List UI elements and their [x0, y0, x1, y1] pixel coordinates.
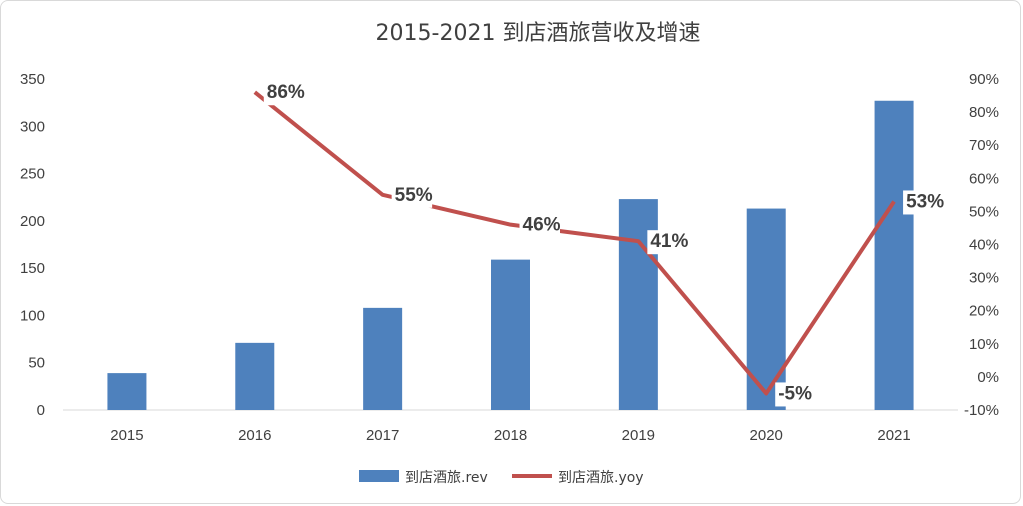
data-label-bg — [519, 213, 560, 238]
chart-title: 2015-2021 到店酒旅营收及增速 — [376, 21, 701, 46]
bar-2016 — [235, 342, 275, 410]
data-label-bg — [391, 183, 433, 208]
data-label-2021: 53% — [906, 191, 944, 212]
left-tick-label: 0 — [37, 402, 45, 419]
x-tick-label: 2018 — [494, 427, 527, 444]
left-tick-label: 50 — [28, 355, 45, 372]
data-label-bg — [775, 382, 816, 407]
data-label-2017: 55% — [395, 185, 433, 206]
bar-2021 — [874, 100, 914, 410]
right-tick-label: 20% — [969, 303, 999, 320]
bar-2015 — [107, 373, 147, 410]
legend-label-rev: 到店酒旅.rev — [405, 470, 488, 486]
right-tick-label: 90% — [969, 71, 999, 88]
x-tick-label: 2015 — [110, 427, 143, 444]
data-label-bg — [263, 81, 305, 106]
legend: 到店酒旅.rev 到店酒旅.yoy — [359, 470, 644, 486]
legend-label-yoy: 到店酒旅.yoy — [558, 470, 644, 486]
data-label-bg — [903, 190, 944, 215]
legend-swatch-rev — [359, 470, 399, 482]
x-tick-label: 2017 — [366, 427, 399, 444]
bar-2017 — [363, 307, 403, 410]
left-tick-label: 350 — [20, 71, 45, 88]
right-tick-label: 50% — [969, 203, 999, 220]
right-tick-label: 70% — [969, 137, 999, 154]
left-tick-label: 250 — [20, 166, 45, 183]
right-tick-label: -10% — [964, 402, 999, 419]
x-tick-label: 2016 — [238, 427, 271, 444]
line-series: 86% 55% 46% 41% -5% 53% — [253, 81, 944, 407]
left-tick-label: 100 — [20, 307, 45, 324]
right-tick-label: 60% — [969, 170, 999, 187]
bar-2018 — [491, 259, 530, 410]
data-label-2016: 86% — [267, 82, 305, 103]
left-tick-label: 200 — [20, 213, 45, 230]
right-tick-label: 10% — [969, 336, 999, 353]
x-tick-label: 2021 — [877, 427, 910, 444]
right-tick-label: 0% — [977, 369, 999, 386]
left-tick-label: 150 — [20, 260, 45, 277]
left-tick-label: 300 — [20, 118, 45, 135]
data-label-2018: 46% — [523, 215, 561, 236]
right-axis: -10% 0% 10% 20% 30% 40% 50% 60% 70% 80% 90% — [964, 71, 999, 419]
x-tick-label: 2019 — [622, 427, 655, 444]
right-tick-label: 80% — [969, 104, 999, 121]
data-label-2019: 41% — [650, 231, 688, 252]
bar-series — [107, 100, 914, 410]
left-axis: 0 50 100 150 200 250 300 350 — [20, 71, 45, 419]
x-tick-label: 2020 — [750, 427, 783, 444]
right-tick-label: 30% — [969, 270, 999, 287]
right-tick-label: 40% — [969, 237, 999, 254]
x-axis: 2015 2016 2017 2018 2019 2020 2021 — [110, 427, 911, 444]
data-label-bg — [647, 230, 688, 255]
yoy-line — [253, 90, 896, 396]
data-label-2020: -5% — [778, 383, 812, 404]
